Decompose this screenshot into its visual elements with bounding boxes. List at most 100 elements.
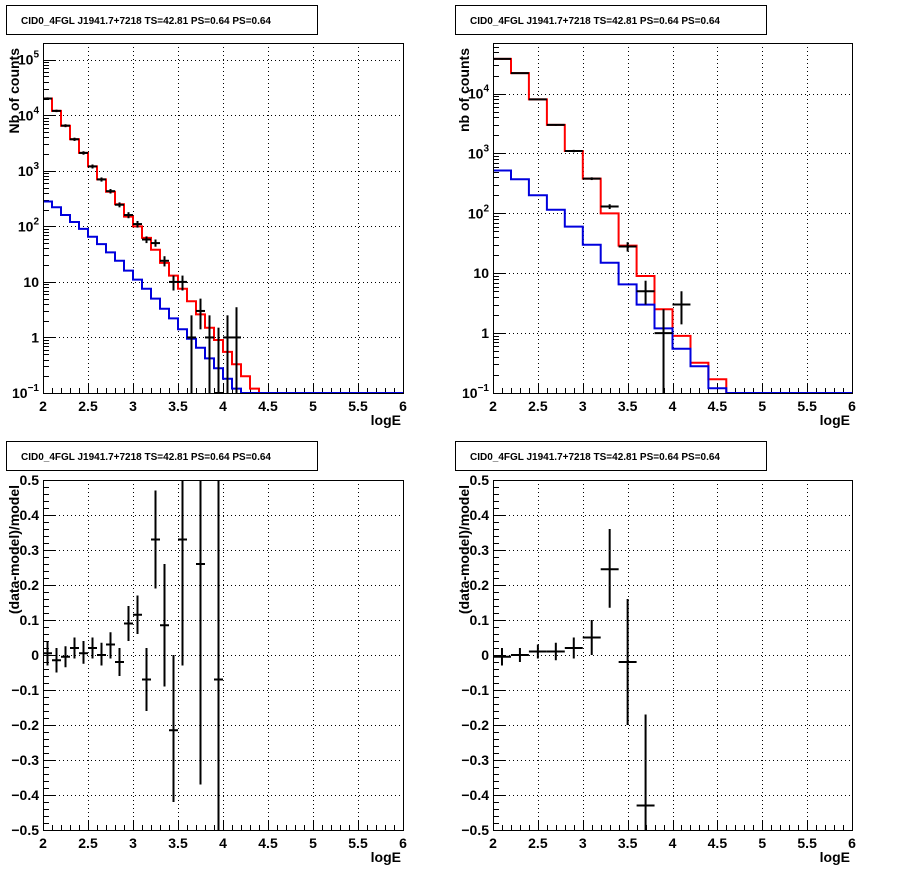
x-axis-title: logE	[371, 849, 401, 865]
component_model-histogram	[493, 169, 852, 393]
chart-title: CID0_4FGL J1941.7+7218 TS=42.81 PS=0.64 …	[21, 452, 271, 463]
x-tick-label: 3.5	[168, 835, 188, 851]
x-tick-label: 2.5	[78, 835, 98, 851]
y-tick-label-exponent: 5	[33, 50, 39, 61]
data-point	[106, 189, 115, 194]
data-point	[151, 490, 160, 589]
series-group	[493, 57, 852, 393]
x-tick-label: 3.5	[618, 835, 638, 851]
y-tick-label: 0.1	[20, 612, 40, 628]
x-tick-label: 5.5	[797, 398, 817, 414]
y-tick-label: −0.1	[461, 682, 489, 698]
y-tick-label-exponent: 4	[483, 84, 489, 95]
y-tick-label: 0.2	[20, 577, 40, 593]
data-point	[564, 637, 583, 659]
data-point	[214, 480, 223, 830]
data-point	[178, 480, 187, 666]
x-tick-label: 2.5	[528, 835, 548, 851]
data-point	[160, 256, 169, 267]
data-point	[196, 298, 205, 330]
y-tick-label: 0.5	[470, 472, 490, 488]
chart-title-box	[6, 5, 318, 35]
x-tick-label: 5.5	[348, 398, 368, 414]
y-tick-label-base: 10	[468, 86, 484, 102]
y-tick-label: 105	[18, 50, 40, 68]
y-tick-label: 0.1	[470, 612, 490, 628]
x-tick-label: 3.5	[168, 398, 188, 414]
x-tick-label: 3.5	[618, 398, 638, 414]
x-tick-label: 5.5	[348, 835, 368, 851]
y-tick-label: 10−1	[462, 383, 489, 401]
y-tick-label: −0.1	[11, 682, 39, 698]
y-tick-label: 0.4	[470, 507, 490, 523]
data-point	[169, 275, 178, 291]
data-point	[133, 220, 142, 228]
x-tick-label: 4.5	[258, 398, 278, 414]
x-axis-title: logE	[820, 412, 850, 428]
y-tick-label-exponent: 2	[33, 216, 39, 227]
plot-frame	[43, 43, 404, 394]
x-tick-label: 4.5	[708, 835, 728, 851]
data-point	[582, 177, 601, 181]
y-tick-label: 10	[23, 274, 39, 290]
y-axis-title: nb of counts	[456, 48, 472, 132]
y-tick-label-base: 10	[468, 205, 484, 221]
x-tick-label: 5	[309, 398, 317, 414]
chart-title: CID0_4FGL J1941.7+7218 TS=42.81 PS=0.64 …	[470, 16, 720, 27]
y-tick-label: 1	[481, 325, 489, 341]
data-point	[564, 149, 583, 153]
x-tick-label: 6	[399, 398, 407, 414]
y-tick-label: 104	[18, 105, 40, 123]
y-tick-label: 102	[468, 203, 490, 221]
data-point	[493, 648, 511, 666]
data-point	[672, 291, 691, 325]
plot-frame	[43, 480, 404, 831]
data-point	[214, 327, 223, 393]
data-point	[600, 204, 619, 210]
data-point	[70, 137, 79, 141]
data-point	[618, 242, 637, 252]
data-point	[142, 648, 151, 711]
y-tick-label: −0.2	[11, 717, 39, 733]
y-tick-label-base: 10	[18, 163, 34, 179]
y-axis-title: (data-model)/model	[6, 485, 22, 614]
total_model-histogram	[493, 57, 852, 393]
chart-title-box	[455, 441, 767, 471]
x-tick-label: 4.5	[708, 398, 728, 414]
chart-title: CID0_4FGL J1941.7+7218 TS=42.81 PS=0.64 …	[21, 16, 271, 27]
y-tick-label-base: 10	[18, 52, 34, 68]
data-point	[88, 637, 97, 659]
data-point	[528, 644, 547, 659]
data-point	[79, 641, 88, 664]
x-tick-label: 2.5	[528, 398, 548, 414]
chart-panel-1: CID0_4FGL J1941.7+7218 TS=42.81 PS=0.64 …	[6, 5, 407, 428]
y-tick-label-exponent: 3	[33, 161, 39, 172]
y-tick-label-exponent: 2	[483, 203, 489, 214]
component_model-histogram	[43, 200, 403, 393]
data-point	[546, 123, 565, 126]
y-tick-label-base: 10	[462, 385, 478, 401]
data-point	[493, 57, 511, 60]
data-point	[106, 632, 115, 659]
data-point	[124, 212, 133, 219]
data-point	[510, 72, 529, 75]
y-tick-label-exponent: 3	[483, 143, 489, 154]
x-tick-label: 6	[399, 835, 407, 851]
chart-title-box	[455, 5, 767, 35]
data-point	[142, 236, 151, 244]
y-tick-label: 102	[18, 216, 40, 234]
data-point	[187, 315, 196, 393]
data-point	[115, 648, 124, 676]
data-point	[61, 124, 70, 128]
y-tick-label: −0.3	[461, 752, 489, 768]
y-tick-label: 0.2	[470, 577, 490, 593]
x-axis-title: logE	[820, 849, 850, 865]
series-group	[43, 97, 403, 393]
data-point	[223, 315, 232, 393]
x-tick-label: 5	[758, 835, 766, 851]
series-group	[43, 480, 223, 830]
y-tick-label-exponent: 4	[33, 105, 39, 116]
data-point	[43, 97, 52, 100]
y-tick-label: 1	[31, 329, 39, 345]
x-tick-label: 2	[489, 835, 497, 851]
